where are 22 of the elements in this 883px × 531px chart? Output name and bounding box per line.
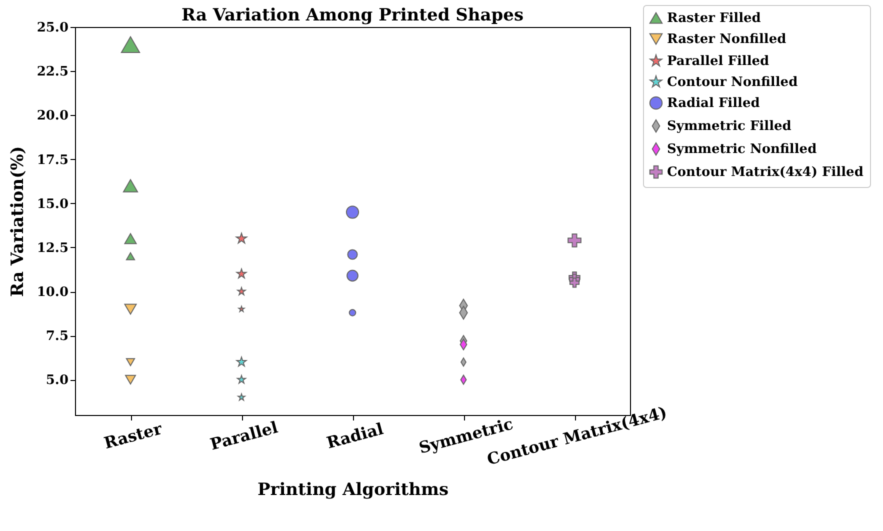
x-tick-label: Radial xyxy=(324,419,386,452)
y-tick-label: 25.0 xyxy=(36,20,68,36)
legend-label: Radial Filled xyxy=(667,96,760,111)
y-tick-label: 12.5 xyxy=(36,240,68,256)
legend-label: Symmetric Nonfilled xyxy=(667,142,817,157)
y-tick-label: 20.0 xyxy=(36,108,68,124)
legend-label: Contour Matrix(4x4) Filled xyxy=(667,165,864,180)
y-tick-label: 7.5 xyxy=(46,329,68,344)
chart-title: Ra Variation Among Printed Shapes xyxy=(181,6,524,26)
y-tick-label: 22.5 xyxy=(36,64,68,80)
x-axis-title: Printing Algorithms xyxy=(257,480,449,500)
x-tick-label: Raster xyxy=(102,418,164,453)
legend-label: Parallel Filled xyxy=(667,54,770,69)
y-tick-label: 17.5 xyxy=(36,152,68,168)
y-tick-label: 5.0 xyxy=(46,373,68,388)
legend-label: Raster Filled xyxy=(667,11,761,26)
legend-label: Raster Nonfilled xyxy=(667,32,786,47)
legend-label: Contour Nonfilled xyxy=(667,75,798,90)
y-axis-title: Ra Variation(%) xyxy=(8,146,28,297)
y-tick-label: 10.0 xyxy=(36,285,68,300)
y-tick-label: 15.0 xyxy=(36,196,68,212)
legend-label: Symmetric Filled xyxy=(667,119,792,134)
